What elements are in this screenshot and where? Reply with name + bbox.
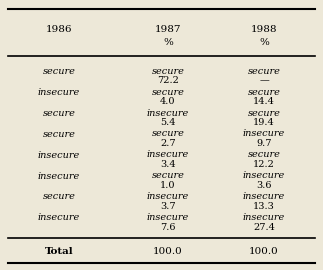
Text: 3.6: 3.6 <box>256 181 272 190</box>
Text: 5.4: 5.4 <box>160 118 176 127</box>
Text: insecure: insecure <box>243 213 285 222</box>
Text: secure: secure <box>247 150 280 159</box>
Text: insecure: insecure <box>243 171 285 180</box>
Text: secure: secure <box>43 130 76 139</box>
Text: secure: secure <box>151 171 184 180</box>
Text: 3.7: 3.7 <box>160 202 176 211</box>
Text: insecure: insecure <box>243 130 285 139</box>
Text: 72.2: 72.2 <box>157 76 179 86</box>
Text: 12.2: 12.2 <box>253 160 275 169</box>
Text: secure: secure <box>43 109 76 118</box>
Text: 7.6: 7.6 <box>160 222 176 232</box>
Text: 1987: 1987 <box>155 25 181 34</box>
Text: secure: secure <box>43 67 76 76</box>
Text: 3.4: 3.4 <box>160 160 176 169</box>
Text: insecure: insecure <box>243 192 285 201</box>
Text: insecure: insecure <box>38 213 80 222</box>
Text: insecure: insecure <box>38 88 80 97</box>
Text: insecure: insecure <box>147 213 189 222</box>
Text: —: — <box>259 76 269 86</box>
Text: insecure: insecure <box>38 171 80 181</box>
Text: insecure: insecure <box>147 192 189 201</box>
Text: 4.0: 4.0 <box>160 97 176 106</box>
Text: 2.7: 2.7 <box>160 139 176 148</box>
Text: secure: secure <box>151 88 184 97</box>
Text: 14.4: 14.4 <box>253 97 275 106</box>
Text: 27.4: 27.4 <box>253 222 275 232</box>
Text: secure: secure <box>43 193 76 201</box>
Text: 1.0: 1.0 <box>160 181 176 190</box>
Text: secure: secure <box>151 130 184 139</box>
Text: secure: secure <box>247 109 280 118</box>
Text: 100.0: 100.0 <box>153 247 183 256</box>
Text: secure: secure <box>247 88 280 97</box>
Text: 9.7: 9.7 <box>256 139 272 148</box>
Text: 1986: 1986 <box>46 25 72 34</box>
Text: 1988: 1988 <box>251 25 277 34</box>
Text: secure: secure <box>247 67 280 76</box>
Text: 13.3: 13.3 <box>253 202 275 211</box>
Text: Total: Total <box>45 247 73 256</box>
Text: secure: secure <box>151 67 184 76</box>
Text: insecure: insecure <box>147 150 189 159</box>
Text: insecure: insecure <box>147 109 189 118</box>
Text: 100.0: 100.0 <box>249 247 279 256</box>
Text: %: % <box>259 38 269 47</box>
Text: %: % <box>163 38 173 47</box>
Text: insecure: insecure <box>38 151 80 160</box>
Text: 19.4: 19.4 <box>253 118 275 127</box>
